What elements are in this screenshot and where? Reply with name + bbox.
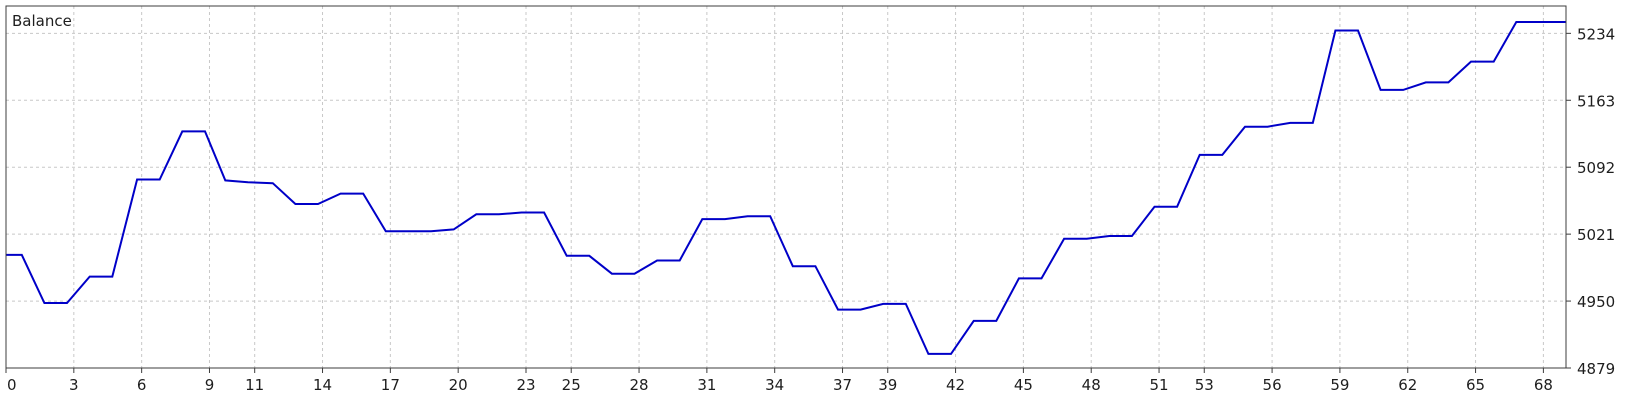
plot-frame (5, 5, 1567, 369)
y-tick-label: 5021 (1577, 226, 1615, 244)
y-tick-label: 4950 (1577, 293, 1615, 311)
x-tick-label: 23 (516, 376, 535, 394)
chart-title: Balance (12, 12, 72, 30)
y-tick-label: 4879 (1577, 360, 1615, 378)
x-tick-label: 0 (7, 376, 17, 394)
y-axis: 4879 4950 5021 5092 5163 5234 (1566, 25, 1615, 378)
balance-series-line (6, 21, 1566, 355)
x-tick-label: 3 (69, 376, 79, 394)
x-tick-label: 53 (1195, 376, 1214, 394)
y-tick-label: 5234 (1577, 25, 1615, 43)
x-axis: 0 3 6 9 11 14 17 20 23 25 28 31 34 37 39 42 45 48 51 53 56 59… (5, 368, 1553, 394)
x-tick-label: 59 (1330, 376, 1349, 394)
x-tick-label: 37 (833, 376, 852, 394)
grid-layer (5, 6, 1566, 368)
x-tick-label: 65 (1466, 376, 1485, 394)
x-tick-label: 51 (1149, 376, 1168, 394)
x-tick-label: 42 (946, 376, 965, 394)
x-tick-label: 17 (381, 376, 400, 394)
x-tick-label: 31 (697, 376, 716, 394)
x-tick-label: 11 (245, 376, 264, 394)
x-tick-label: 45 (1014, 376, 1033, 394)
x-tick-label: 34 (765, 376, 784, 394)
x-tick-label: 20 (449, 376, 468, 394)
x-tick-label: 48 (1082, 376, 1101, 394)
x-tick-label: 25 (562, 376, 581, 394)
x-tick-label: 39 (878, 376, 897, 394)
y-tick-label: 5092 (1577, 159, 1615, 177)
x-tick-label: 62 (1398, 376, 1417, 394)
x-tick-label: 9 (205, 376, 215, 394)
y-tick-label: 5163 (1577, 92, 1615, 110)
x-tick-label: 14 (313, 376, 332, 394)
x-tick-label: 6 (137, 376, 147, 394)
x-tick-label: 56 (1263, 376, 1282, 394)
x-tick-label: 28 (629, 376, 648, 394)
x-tick-label: 68 (1534, 376, 1553, 394)
